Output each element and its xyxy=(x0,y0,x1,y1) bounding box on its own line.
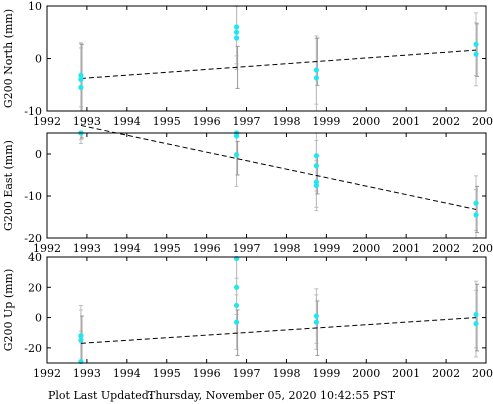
x-tick-label: 2002 xyxy=(432,115,460,128)
data-point xyxy=(78,76,84,83)
x-tick-label: 2001 xyxy=(392,367,420,380)
x-tick-label: 2002 xyxy=(432,367,460,380)
x-tick-label: 2003 xyxy=(472,242,493,255)
data-point xyxy=(313,75,319,81)
data-point xyxy=(473,41,479,47)
y-tick-label: 20 xyxy=(28,281,42,294)
x-tick-label: 2003 xyxy=(472,367,493,380)
plot-frame xyxy=(46,256,487,364)
x-tick-label: 1995 xyxy=(153,242,181,255)
y-tick-label: -10 xyxy=(24,105,42,118)
y-axis-title: G200 East (mm) xyxy=(2,140,15,231)
y-tick-label: -20 xyxy=(24,342,42,355)
x-tick-label: 2001 xyxy=(392,115,420,128)
x-tick-label: 1995 xyxy=(153,367,181,380)
x-tick-label: 1999 xyxy=(312,367,340,380)
data-point xyxy=(233,284,240,290)
data-point xyxy=(473,311,479,318)
data-point xyxy=(473,321,479,327)
data-point xyxy=(313,153,319,159)
x-tick-label: 1999 xyxy=(312,115,340,128)
y-axis-title: G200 Up (mm) xyxy=(2,269,15,352)
data-point xyxy=(233,319,240,325)
data-point xyxy=(233,302,240,309)
x-tick-label: 1995 xyxy=(153,115,181,128)
data-point xyxy=(473,51,479,57)
x-tick-label: 2000 xyxy=(352,242,380,255)
x-tick-label: 1993 xyxy=(73,115,101,128)
x-tick-label: 2001 xyxy=(392,242,420,255)
panel-3: 1992 1993 1994 1995 1996 1997 1998 1999 2000 2001… xyxy=(2,251,493,380)
data-point xyxy=(233,35,240,41)
data-point xyxy=(313,163,319,169)
data-point xyxy=(313,67,319,73)
trend-line xyxy=(80,317,477,344)
y-tick-label: 40 xyxy=(28,251,42,264)
footer-timestamp: Thursday, November 05, 2020 10:42:55 PST xyxy=(148,389,396,402)
y-axis-title: G200 North (mm) xyxy=(2,9,15,108)
x-tick-label: 1998 xyxy=(272,242,300,255)
y-tick-label: -20 xyxy=(24,232,42,245)
x-tick-label: 1992 xyxy=(33,115,61,128)
x-tick-label: 1996 xyxy=(193,242,221,255)
y-tick-label: 0 xyxy=(35,53,42,66)
x-tick-label: 1992 xyxy=(33,242,61,255)
data-point xyxy=(233,152,240,158)
x-tick-label: 1994 xyxy=(113,367,141,380)
data-point xyxy=(313,182,319,189)
x-tick-label: 1994 xyxy=(113,115,141,128)
x-tick-label: 1993 xyxy=(73,242,101,255)
x-tick-label: 1996 xyxy=(193,367,221,380)
x-tick-label: 1998 xyxy=(272,115,300,128)
y-tick-label: 10 xyxy=(28,0,42,13)
data-point xyxy=(233,29,240,35)
data-point xyxy=(473,200,479,206)
plot-frame xyxy=(46,132,487,239)
x-tick-label: 2000 xyxy=(352,367,380,380)
footer-label: Plot Last Updated: xyxy=(48,389,152,402)
data-point xyxy=(313,313,319,319)
x-tick-label: 1996 xyxy=(193,115,221,128)
panel-1: 1992 1993 1994 1995 1996 1997 1998 1999 2000 2001… xyxy=(2,0,493,128)
x-tick-label: 1997 xyxy=(233,242,261,255)
x-tick-label: 1998 xyxy=(272,367,300,380)
data-point xyxy=(78,337,84,343)
y-tick-label: -10 xyxy=(24,190,42,203)
x-tick-label: 2000 xyxy=(352,115,380,128)
data-point xyxy=(78,84,84,90)
x-tick-label: 2003 xyxy=(472,115,493,128)
x-tick-label: 1992 xyxy=(33,367,61,380)
x-tick-label: 1997 xyxy=(233,367,261,380)
x-tick-label: 1994 xyxy=(113,242,141,255)
panel-2: 1992 1993 1994 1995 1996 1997 1998 1999 2000 2001… xyxy=(2,124,493,255)
x-tick-label: 2002 xyxy=(432,242,460,255)
panels: 1992 1993 1994 1995 1996 1997 1998 1999 2000 2001… xyxy=(2,0,493,380)
trend-line xyxy=(80,49,477,79)
y-tick-label: 0 xyxy=(35,148,42,161)
data-point xyxy=(313,319,319,325)
data-point xyxy=(78,72,84,78)
data-point xyxy=(473,212,479,218)
data-point xyxy=(233,24,240,30)
data-point xyxy=(78,333,84,339)
trend-line xyxy=(80,124,477,210)
x-tick-label: 1999 xyxy=(312,242,340,255)
y-tick-label: 0 xyxy=(35,312,42,325)
x-tick-label: 1997 xyxy=(233,115,261,128)
plot-frame xyxy=(46,5,487,112)
x-tick-label: 1993 xyxy=(73,367,101,380)
